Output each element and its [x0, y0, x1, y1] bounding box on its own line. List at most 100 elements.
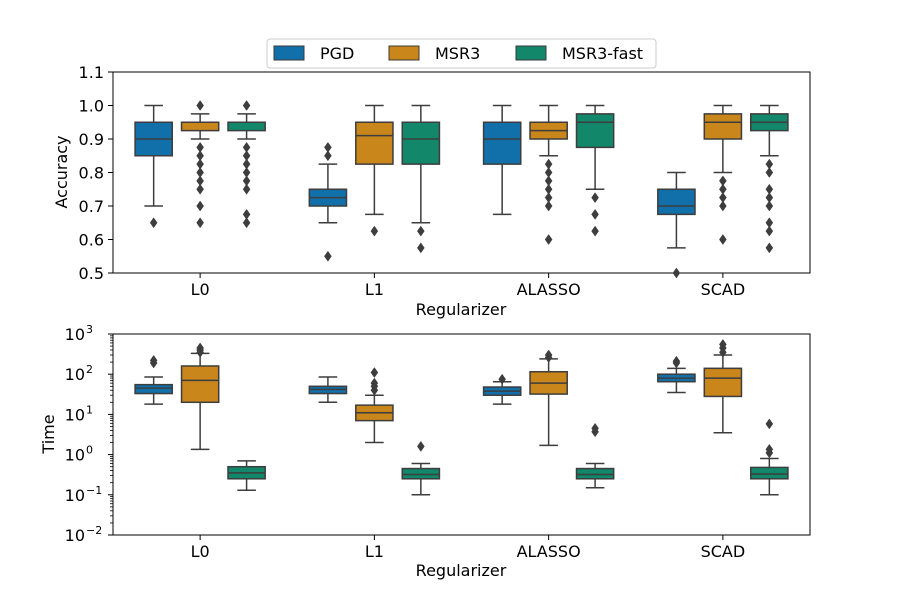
accuracy-y-tick-label: 1.1	[79, 63, 104, 82]
time-y-tick-label: 10	[65, 526, 85, 545]
outlier-point	[544, 234, 553, 245]
accuracy-y-axis-label: Accuracy	[52, 135, 71, 208]
time-x-axis: L0 L1 ALASSO SCAD	[191, 535, 746, 561]
legend-label-msr3-fast: MSR3-fast	[562, 44, 643, 63]
time-box-msr3-fast-l1	[401, 440, 441, 496]
time-x-tick-label: L1	[365, 542, 384, 561]
box-iqr	[180, 121, 220, 132]
time-y-tick-label: 10	[65, 446, 85, 465]
legend-swatch-msr3	[388, 45, 420, 61]
box-iqr	[482, 121, 522, 165]
box-iqr	[750, 466, 789, 480]
time-plot-frame	[112, 333, 811, 536]
accuracy-y-tick-label: 0.5	[79, 264, 104, 283]
box-iqr	[180, 365, 220, 404]
accuracy-y-axis: 0.5 0.6 0.7 0.8 0.9 1.0 1.1	[79, 63, 113, 283]
outlier-point	[719, 339, 727, 350]
time-x-tick-label: L0	[191, 542, 210, 561]
accuracy-box-msr3-alasso	[529, 104, 568, 245]
time-boxes	[134, 339, 789, 496]
box-iqr	[134, 383, 173, 395]
time-y-tick-exponent: −1	[86, 484, 102, 497]
outlier-point	[498, 373, 506, 385]
box-iqr	[657, 188, 696, 216]
time-y-tick-exponent: 3	[86, 323, 93, 336]
outlier-point	[196, 342, 204, 354]
accuracy-box-msr3-fast-alasso	[575, 104, 615, 237]
time-x-tick-label: SCAD	[701, 542, 746, 561]
box-iqr	[401, 121, 441, 165]
time-y-tick-label: 10	[65, 365, 85, 384]
accuracy-y-tick-label: 1.0	[79, 97, 104, 116]
outlier-point	[417, 440, 425, 452]
legend-frame	[266, 38, 657, 69]
accuracy-x-axis-label: Regularizer	[416, 300, 507, 319]
outlier-point	[765, 443, 774, 455]
time-y-axis-label: Time	[39, 414, 58, 454]
outlier-point	[242, 183, 251, 195]
time-y-tick-exponent: 2	[86, 363, 93, 376]
outlier-point	[765, 225, 774, 237]
time-box-msr3-scad	[703, 339, 743, 434]
time-box-msr3-fast-scad	[750, 418, 789, 496]
outlier-point	[370, 367, 379, 378]
accuracy-box-msr3-fast-scad	[750, 104, 789, 254]
accuracy-box-msr3-l0	[180, 100, 220, 229]
time-box-msr3-l1	[355, 367, 394, 444]
box-iqr	[703, 113, 743, 140]
time-box-msr3-fast-l0	[227, 460, 266, 491]
time-x-tick-label: ALASSO	[517, 542, 581, 561]
box-iqr	[401, 467, 441, 480]
accuracy-boxes	[134, 100, 789, 279]
outlier-point	[544, 349, 553, 361]
time-box-pgd-scad	[657, 355, 696, 394]
outlier-point	[672, 355, 681, 367]
accuracy-box-pgd-l0	[134, 104, 173, 229]
box-iqr	[703, 367, 743, 398]
outlier-point	[765, 167, 774, 178]
time-box-pgd-alasso	[482, 373, 522, 405]
accuracy-x-axis: L0 L1 ALASSO SCAD	[191, 273, 745, 299]
time-y-tick-label: 10	[65, 405, 85, 424]
time-box-msr3-l0	[180, 342, 220, 451]
outlier-point	[149, 217, 158, 229]
accuracy-plot: 0.5 0.6 0.7 0.8 0.9 1.0 1.1 L0 L1 ALASSO SCAD Reg…	[52, 63, 811, 319]
box-iqr	[575, 467, 615, 480]
legend: PGD MSR3 MSR3-fast	[266, 38, 657, 69]
outlier-point	[196, 200, 204, 212]
accuracy-box-msr3-fast-l1	[401, 104, 441, 254]
outlier-point	[324, 141, 332, 153]
accuracy-box-pgd-alasso	[482, 104, 522, 216]
outlier-point	[591, 208, 599, 220]
legend-label-msr3: MSR3	[435, 44, 480, 63]
outlier-point	[196, 183, 204, 195]
time-box-msr3-alasso	[529, 349, 568, 447]
accuracy-y-tick-label: 0.9	[79, 130, 104, 149]
accuracy-x-tick-label: ALASSO	[517, 280, 581, 299]
time-y-tick-label: 10	[65, 486, 85, 505]
accuracy-x-tick-label: L1	[365, 280, 384, 299]
accuracy-box-msr3-fast-l0	[227, 100, 266, 229]
accuracy-plot-frame	[112, 71, 811, 274]
outlier-point	[242, 100, 251, 111]
outlier-point	[324, 250, 332, 262]
outlier-point	[149, 354, 158, 366]
outlier-point	[196, 100, 204, 111]
outlier-point	[370, 377, 379, 389]
box-iqr	[227, 121, 266, 132]
outlier-point	[765, 242, 774, 254]
legend-swatch-msr3-fast	[515, 45, 547, 61]
outlier-point	[591, 422, 599, 434]
outlier-point	[417, 242, 425, 254]
outlier-point	[672, 267, 681, 279]
time-box-pgd-l1	[308, 376, 348, 404]
outlier-point	[719, 234, 727, 245]
time-box-msr3-fast-alasso	[575, 422, 615, 489]
accuracy-y-tick-label: 0.6	[79, 231, 104, 250]
outlier-point	[196, 217, 204, 229]
legend-label-pgd: PGD	[320, 44, 354, 63]
time-y-tick-exponent: 1	[86, 403, 93, 416]
